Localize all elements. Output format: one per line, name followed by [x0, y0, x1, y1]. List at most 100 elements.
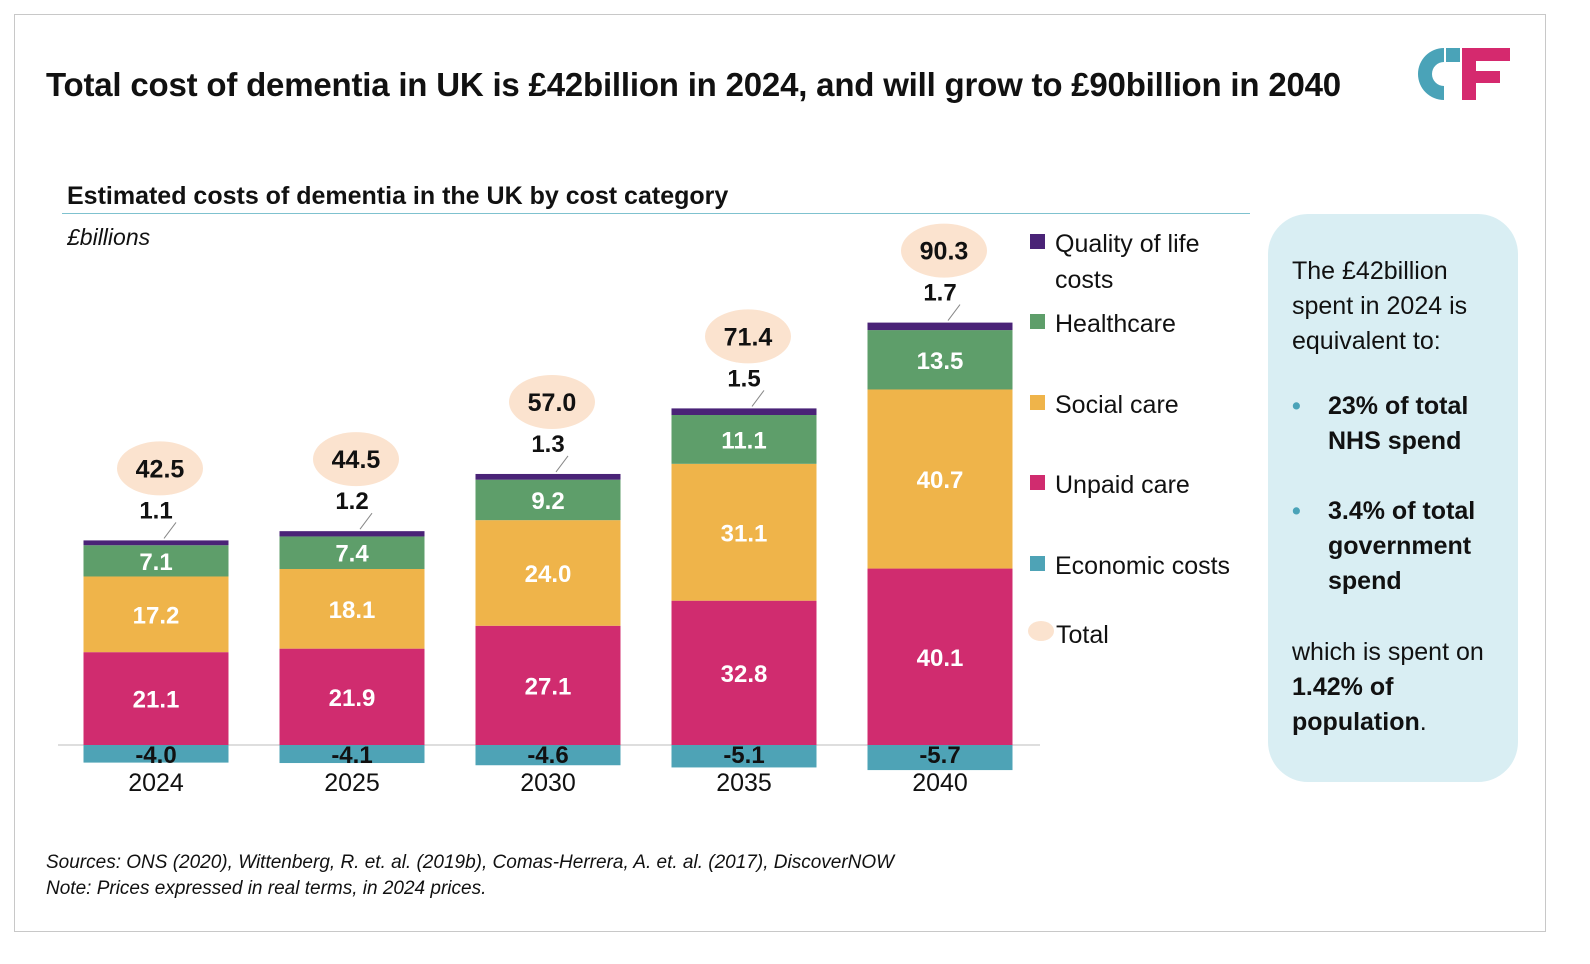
- slide-frame: [14, 14, 1546, 932]
- legend-item-quality-of-life: Quality of life costs: [1030, 226, 1235, 298]
- data-label-economic-costs-2040: -5.7: [919, 742, 960, 769]
- data-label-healthcare-2035: 11.1: [721, 427, 766, 454]
- total-bubble-2040: [901, 223, 987, 278]
- bullet-icon: •: [1292, 392, 1301, 420]
- cf-logo-c: [1418, 48, 1444, 100]
- data-label-economic-costs-2024: -4.0: [135, 742, 176, 769]
- leader-line-2030: [555, 455, 569, 473]
- sources-note: Sources: ONS (2020), Wittenberg, R. et. …: [46, 850, 894, 902]
- bar-unpaid-care-2024: [83, 652, 229, 745]
- info-after-bold: 1.42% of population: [1292, 673, 1420, 736]
- note-line: Note: Prices expressed in real terms, in…: [46, 878, 487, 899]
- bar-social-care-2025: [279, 569, 425, 649]
- bar-social-care-2040: [867, 389, 1013, 569]
- data-label-healthcare-2030: 9.2: [531, 488, 564, 515]
- data-label-unpaid-care-2035: 32.8: [721, 661, 768, 688]
- bar-unpaid-care-2025: [279, 648, 425, 745]
- data-label-unpaid-care-2030: 27.1: [525, 673, 572, 700]
- legend-label: Quality of life costs: [1055, 230, 1200, 294]
- legend-label: Total: [1056, 621, 1109, 649]
- legend-swatch: [1030, 556, 1045, 571]
- cf-logo-f-mid: [1462, 71, 1500, 83]
- cf-logo-f-top: [1462, 48, 1510, 61]
- chart-subtitle: Estimated costs of dementia in the UK by…: [67, 182, 729, 210]
- info-bullet: • 3.4% of total government spend: [1292, 494, 1500, 599]
- bar-quality-of-life-costs-2024: [83, 540, 229, 546]
- total-label-2035: 71.4: [724, 323, 773, 351]
- leader-line-2025: [359, 512, 373, 530]
- bar-quality-of-life-costs-2030: [475, 473, 621, 480]
- legend-item-social-care: Social care: [1030, 387, 1179, 423]
- data-label-quality-of-life-costs-2024: 1.1: [139, 497, 172, 524]
- legend-item-unpaid-care: Unpaid care: [1030, 467, 1190, 503]
- bar-social-care-2030: [475, 520, 621, 626]
- data-label-social-care-2035: 31.1: [721, 520, 768, 547]
- total-bubble-2030: [509, 374, 595, 429]
- info-bullet: • 23% of total NHS spend: [1292, 389, 1500, 459]
- info-callout: The £42billion spent in 2024 is equivale…: [1268, 214, 1518, 782]
- chart-unit-label: £billions: [67, 224, 151, 250]
- x-tick-label-2040: 2040: [912, 769, 968, 797]
- data-label-unpaid-care-2025: 21.9: [329, 685, 376, 712]
- bar-social-care-2024: [83, 576, 229, 653]
- sources-line: Sources: ONS (2020), Wittenberg, R. et. …: [46, 852, 895, 873]
- legend-item-total: Total: [1028, 617, 1109, 653]
- legend-item-healthcare: Healthcare: [1030, 306, 1176, 342]
- bar-healthcare-2030: [475, 479, 621, 521]
- bar-healthcare-2040: [867, 330, 1013, 390]
- info-after: which is spent on 1.42% of population.: [1292, 635, 1500, 740]
- data-label-quality-of-life-costs-2030: 1.3: [531, 431, 564, 458]
- legend-label: Unpaid care: [1055, 471, 1190, 499]
- subtitle-divider: [62, 213, 1250, 214]
- data-label-unpaid-care-2040: 40.1: [917, 645, 964, 672]
- total-label-2025: 44.5: [332, 446, 381, 474]
- bar-unpaid-care-2035: [671, 600, 817, 745]
- legend-label: Economic costs: [1055, 552, 1231, 580]
- data-label-healthcare-2025: 7.4: [335, 541, 369, 568]
- data-label-social-care-2040: 40.7: [917, 467, 964, 494]
- page-title: Total cost of dementia in UK is £42billi…: [46, 66, 1341, 103]
- x-tick-label-2025: 2025: [324, 769, 380, 797]
- data-label-social-care-2025: 18.1: [329, 597, 376, 624]
- legend-swatch: [1030, 395, 1045, 410]
- info-intro: The £42billion spent in 2024 is equivale…: [1292, 257, 1468, 355]
- bar-social-care-2035: [671, 463, 817, 601]
- leader-line-2024: [163, 522, 177, 539]
- bar-unpaid-care-2040: [867, 568, 1013, 745]
- bar-healthcare-2024: [83, 545, 229, 577]
- legend-item-economic-costs: Economic costs: [1030, 548, 1230, 584]
- data-label-economic-costs-2035: -5.1: [723, 742, 764, 769]
- x-tick-label-2024: 2024: [128, 769, 184, 797]
- total-bubble-2025: [313, 432, 399, 487]
- info-bullet-text: 3.4% of total government spend: [1328, 497, 1476, 595]
- data-label-social-care-2030: 24.0: [525, 561, 572, 588]
- total-label-2030: 57.0: [528, 389, 577, 417]
- bar-unpaid-care-2030: [475, 625, 621, 745]
- bar-quality-of-life-costs-2025: [279, 531, 425, 537]
- total-bubble-2024: [117, 441, 203, 496]
- bar-quality-of-life-costs-2040: [867, 322, 1013, 331]
- leader-line-2035: [751, 390, 765, 407]
- data-label-economic-costs-2025: -4.1: [331, 742, 372, 769]
- legend-swatch: [1030, 314, 1045, 329]
- data-label-healthcare-2040: 13.5: [917, 348, 964, 375]
- data-label-quality-of-life-costs-2035: 1.5: [727, 365, 760, 392]
- cf-logo-icon: [1418, 48, 1510, 100]
- bar-quality-of-life-costs-2035: [671, 408, 817, 415]
- data-label-social-care-2024: 17.2: [133, 602, 180, 629]
- data-label-unpaid-care-2024: 21.1: [133, 687, 180, 714]
- legend-label: Social care: [1055, 391, 1179, 419]
- legend-swatch: [1030, 475, 1045, 490]
- x-tick-label-2030: 2030: [520, 769, 576, 797]
- bar-economic-costs-2040: [867, 745, 1013, 771]
- x-tick-label-2035: 2035: [716, 769, 772, 797]
- bar-economic-costs-2035: [671, 745, 817, 768]
- data-label-quality-of-life-costs-2025: 1.2: [335, 488, 368, 515]
- info-after-suffix: .: [1419, 708, 1427, 736]
- legend-swatch: [1028, 621, 1054, 641]
- bar-economic-costs-2025: [279, 745, 425, 764]
- legend-label: Healthcare: [1055, 310, 1176, 338]
- total-label-2024: 42.5: [136, 455, 185, 483]
- info-after-prefix: which is spent on: [1292, 638, 1484, 666]
- data-label-healthcare-2024: 7.1: [139, 549, 172, 576]
